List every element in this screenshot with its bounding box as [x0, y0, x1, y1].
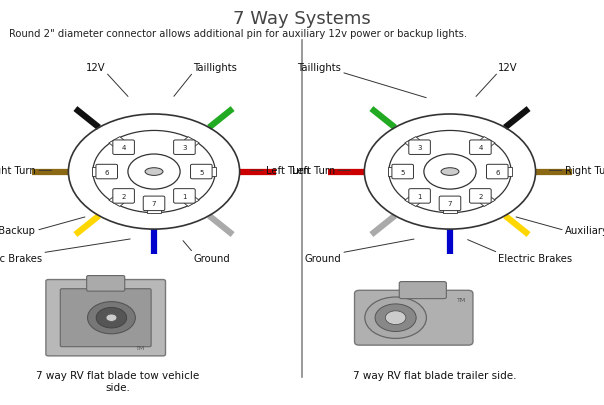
Circle shape [88, 302, 135, 334]
FancyBboxPatch shape [109, 137, 124, 147]
Text: 1: 1 [417, 194, 422, 199]
Text: 6: 6 [104, 169, 109, 175]
Circle shape [106, 314, 117, 322]
Text: 5: 5 [400, 169, 405, 175]
Text: 7: 7 [448, 201, 452, 207]
FancyBboxPatch shape [399, 282, 446, 299]
Circle shape [128, 155, 180, 190]
Circle shape [375, 304, 416, 332]
Text: 7 way RV flat blade tow vehicle
side.: 7 way RV flat blade tow vehicle side. [36, 371, 199, 392]
Text: Taillights: Taillights [193, 63, 237, 73]
Circle shape [365, 297, 426, 339]
FancyBboxPatch shape [147, 209, 161, 213]
FancyBboxPatch shape [355, 291, 473, 345]
Text: Round 2" diameter connector allows additional pin for auxiliary 12v power or bac: Round 2" diameter connector allows addit… [9, 29, 467, 39]
FancyBboxPatch shape [143, 196, 165, 211]
FancyBboxPatch shape [113, 189, 135, 204]
FancyBboxPatch shape [87, 276, 124, 292]
FancyBboxPatch shape [469, 189, 491, 204]
Text: Left Turn: Left Turn [266, 166, 309, 176]
Circle shape [68, 115, 240, 230]
Text: Auxiliary/Backup: Auxiliary/Backup [0, 226, 36, 236]
Text: 5: 5 [199, 169, 204, 175]
Circle shape [364, 115, 536, 230]
Circle shape [389, 131, 511, 213]
Text: 2: 2 [478, 194, 483, 199]
Text: 6: 6 [495, 169, 500, 175]
Text: TM: TM [135, 345, 145, 351]
FancyBboxPatch shape [92, 167, 98, 177]
FancyBboxPatch shape [409, 141, 431, 155]
Ellipse shape [441, 168, 459, 176]
FancyBboxPatch shape [184, 198, 199, 207]
FancyBboxPatch shape [190, 165, 212, 179]
Text: 1: 1 [182, 194, 187, 199]
Text: Electric Brakes: Electric Brakes [498, 253, 573, 263]
Text: 7: 7 [152, 201, 156, 207]
Circle shape [385, 311, 406, 325]
FancyBboxPatch shape [113, 141, 135, 155]
Text: 12V: 12V [86, 63, 106, 73]
FancyBboxPatch shape [506, 167, 512, 177]
FancyBboxPatch shape [405, 198, 420, 207]
Text: Electric Brakes: Electric Brakes [0, 253, 42, 263]
Text: Ground: Ground [304, 253, 341, 263]
FancyBboxPatch shape [388, 167, 394, 177]
Text: 12V: 12V [498, 63, 518, 73]
Circle shape [93, 131, 215, 213]
FancyBboxPatch shape [60, 289, 151, 347]
Text: 3: 3 [182, 145, 187, 151]
Text: 3: 3 [417, 145, 422, 151]
FancyBboxPatch shape [46, 280, 165, 356]
FancyBboxPatch shape [443, 209, 457, 213]
Text: Right Turn: Right Turn [565, 166, 604, 176]
FancyBboxPatch shape [409, 189, 431, 204]
Circle shape [424, 155, 476, 190]
Text: Auxiliary/Backup: Auxiliary/Backup [565, 226, 604, 236]
Text: Right Turn: Right Turn [0, 166, 36, 176]
FancyBboxPatch shape [405, 137, 420, 147]
Text: 7 Way Systems: 7 Way Systems [233, 10, 371, 28]
FancyBboxPatch shape [469, 141, 491, 155]
FancyBboxPatch shape [109, 198, 124, 207]
FancyBboxPatch shape [173, 189, 195, 204]
FancyBboxPatch shape [392, 165, 414, 179]
FancyBboxPatch shape [486, 165, 508, 179]
Ellipse shape [145, 168, 163, 176]
FancyBboxPatch shape [96, 165, 118, 179]
Text: 7 way RV flat blade trailer side.: 7 way RV flat blade trailer side. [353, 371, 516, 381]
FancyBboxPatch shape [173, 141, 195, 155]
FancyBboxPatch shape [184, 137, 199, 147]
FancyBboxPatch shape [480, 198, 495, 207]
Text: Left Turn: Left Turn [292, 166, 335, 176]
Text: 2: 2 [121, 194, 126, 199]
FancyBboxPatch shape [210, 167, 216, 177]
Text: 4: 4 [478, 145, 483, 151]
Text: TM: TM [457, 297, 467, 302]
FancyBboxPatch shape [439, 196, 461, 211]
Text: 4: 4 [121, 145, 126, 151]
Circle shape [96, 308, 127, 328]
FancyBboxPatch shape [480, 137, 495, 147]
Text: Taillights: Taillights [297, 63, 341, 73]
Text: Ground: Ground [193, 253, 230, 263]
